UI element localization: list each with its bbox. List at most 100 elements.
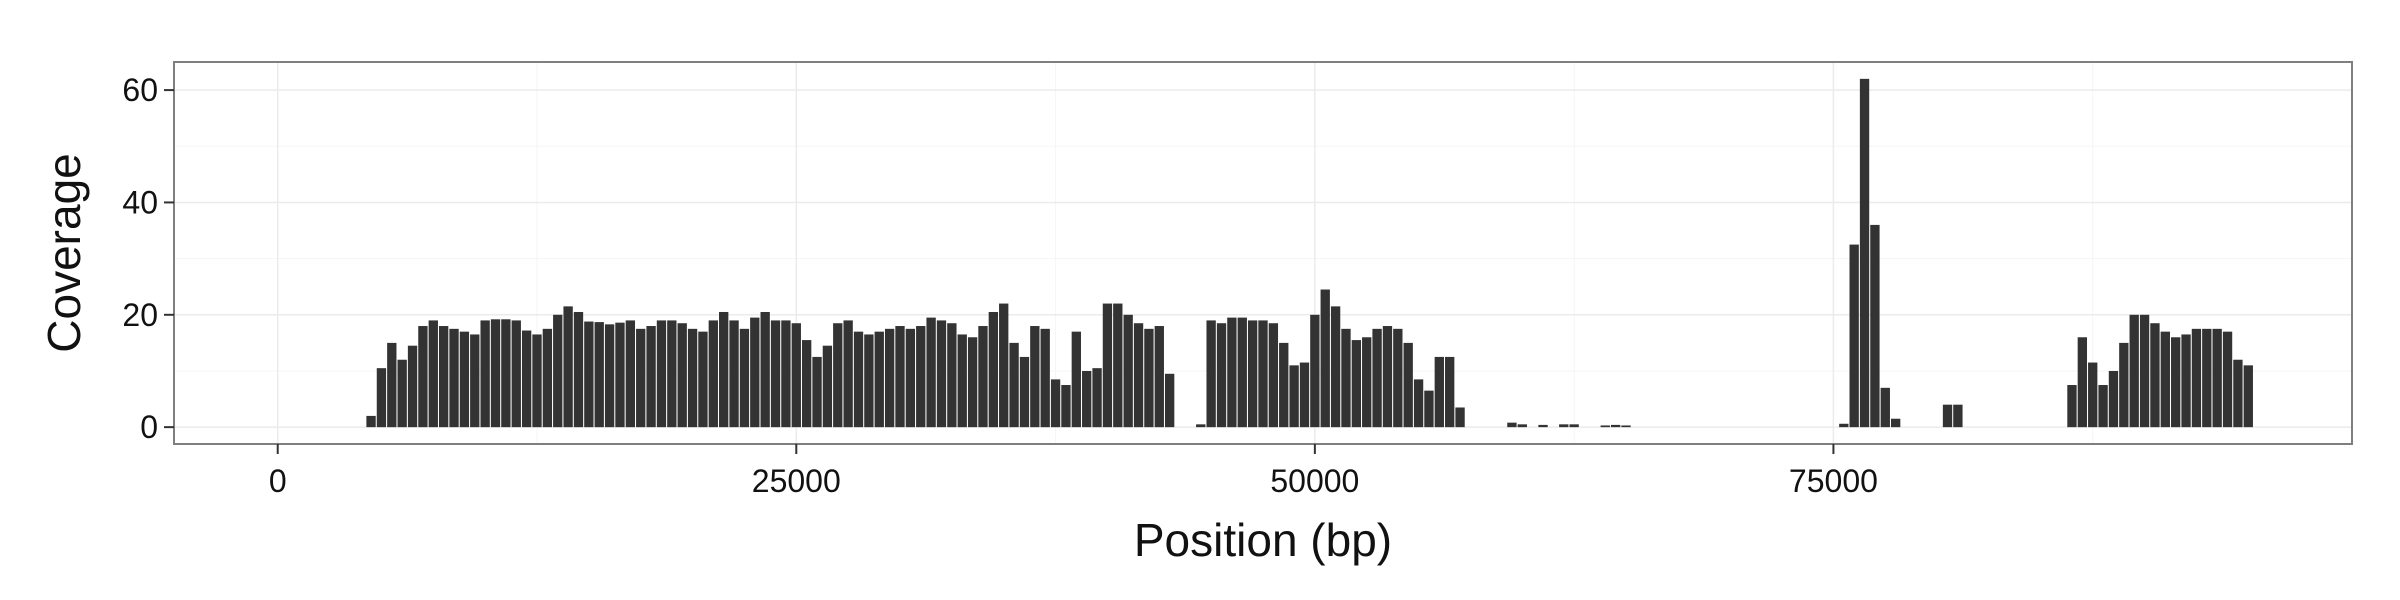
coverage-bar: [1569, 424, 1579, 428]
coverage-bar: [1538, 424, 1548, 428]
y-tick-label: 0: [140, 409, 158, 445]
coverage-bar: [895, 326, 905, 428]
coverage-bar: [708, 320, 718, 428]
coverage-bar: [719, 311, 729, 428]
coverage-bar: [1258, 320, 1268, 428]
coverage-bar: [1434, 356, 1444, 428]
y-tick-label: 40: [122, 184, 158, 220]
coverage-bar: [1164, 373, 1175, 428]
coverage-bar: [501, 319, 511, 428]
coverage-bar: [1227, 317, 1237, 428]
x-axis-title: Position (bp): [1134, 514, 1392, 566]
coverage-bar: [1351, 340, 1362, 428]
coverage-bar: [584, 321, 594, 428]
coverage-bar: [1507, 422, 1517, 428]
coverage-bar: [459, 331, 470, 428]
y-tick-label: 60: [122, 72, 158, 108]
coverage-bar: [521, 330, 532, 428]
coverage-bar: [677, 323, 687, 428]
coverage-bar: [791, 323, 801, 428]
coverage-bar: [1890, 418, 1901, 428]
coverage-bar: [428, 320, 438, 428]
coverage-bar: [387, 342, 397, 428]
coverage-bar: [667, 320, 677, 428]
coverage-bar: [1082, 370, 1092, 428]
coverage-bar: [2098, 385, 2108, 428]
bar-layer: [366, 78, 2253, 428]
coverage-bar: [1019, 356, 1030, 428]
coverage-bar: [698, 331, 708, 428]
x-tick-label: 25000: [752, 463, 841, 499]
coverage-bar: [1040, 328, 1050, 428]
coverage-bar: [2088, 362, 2098, 428]
coverage-bar: [1144, 328, 1154, 428]
coverage-bar: [1600, 425, 1610, 428]
coverage-bar: [470, 334, 480, 428]
coverage-bar: [511, 320, 521, 428]
coverage-bar: [1403, 342, 1413, 428]
coverage-bar: [739, 328, 750, 428]
coverage-bar: [770, 320, 781, 428]
tick-label-layer: 0 25000 50000 75000 0 20 40 60: [122, 72, 1878, 499]
coverage-bar: [1113, 303, 1123, 428]
coverage-bar: [864, 334, 874, 428]
coverage-bar: [376, 368, 387, 428]
coverage-bar: [2181, 334, 2191, 428]
coverage-bar: [1102, 303, 1113, 428]
coverage-bar: [1320, 289, 1330, 428]
coverage-bar: [636, 328, 646, 428]
coverage-bar: [594, 322, 604, 428]
coverage-bar: [1216, 323, 1227, 428]
coverage-bar: [1268, 323, 1279, 428]
coverage-bar: [480, 320, 490, 428]
coverage-bar: [2191, 328, 2202, 428]
coverage-bar: [1362, 337, 1372, 428]
coverage-bar: [449, 328, 459, 428]
coverage-bar: [625, 320, 636, 428]
coverage-bar: [687, 328, 698, 428]
coverage-bar: [999, 303, 1009, 428]
coverage-bar: [2233, 359, 2243, 428]
coverage-bar: [2222, 331, 2233, 428]
coverage-bar: [1310, 314, 1320, 428]
coverage-bar: [947, 323, 957, 428]
coverage-bar: [833, 323, 843, 428]
coverage-bar: [2243, 365, 2253, 428]
coverage-bar: [812, 356, 822, 428]
coverage-bar: [2119, 342, 2129, 428]
coverage-bar: [884, 328, 895, 428]
coverage-bar: [563, 306, 573, 428]
coverage-bar: [2139, 314, 2150, 428]
coverage-bar: [438, 326, 449, 428]
coverage-bar: [397, 359, 407, 428]
coverage-bar: [1621, 425, 1631, 428]
coverage-bar: [646, 326, 656, 428]
coverage-bar: [1382, 326, 1393, 428]
coverage-bar: [1610, 424, 1621, 428]
y-axis-title: Coverage: [38, 153, 90, 352]
coverage-bar: [1341, 328, 1351, 428]
coverage-bar: [1071, 331, 1081, 428]
coverage-bar: [1942, 404, 1953, 428]
x-tick-label: 0: [269, 463, 287, 499]
coverage-bar: [1393, 328, 1403, 428]
coverage-bar: [1455, 407, 1465, 428]
coverage-bar: [926, 317, 936, 428]
coverage-bar: [1123, 314, 1133, 428]
coverage-bar: [604, 324, 615, 428]
coverage-bar: [1009, 342, 1019, 428]
coverage-bar: [1133, 323, 1144, 428]
coverage-bar: [1372, 328, 1382, 428]
coverage-bar: [553, 314, 563, 428]
tick-layer: [164, 89, 1835, 454]
coverage-bar: [760, 311, 770, 428]
y-tick-label: 20: [122, 297, 158, 333]
coverage-bar: [1413, 379, 1424, 428]
coverage-bar: [1289, 365, 1299, 428]
coverage-bar: [1050, 379, 1061, 428]
coverage-bar: [781, 320, 791, 428]
coverage-bar: [1299, 362, 1310, 428]
coverage-bar: [1154, 326, 1164, 428]
coverage-bar: [1859, 78, 1870, 428]
